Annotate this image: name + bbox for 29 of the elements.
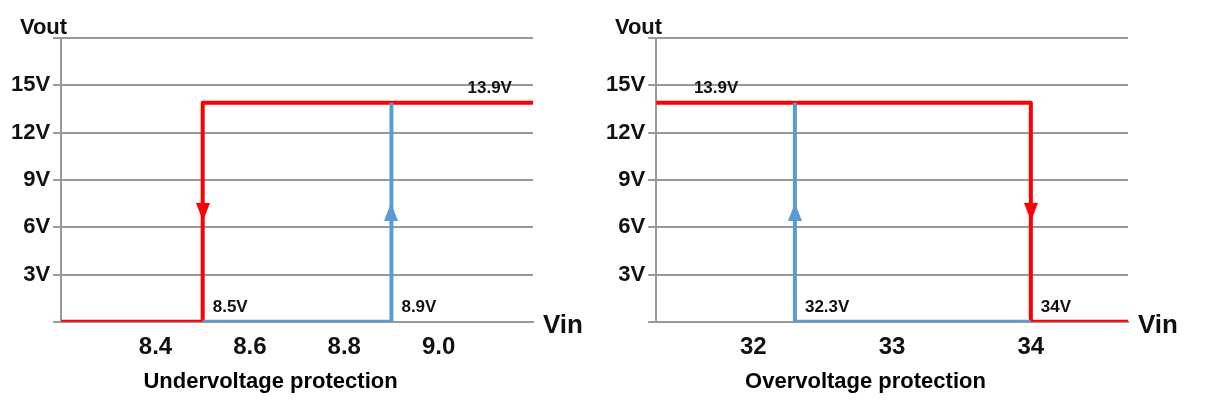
y-tick-label: 15V <box>10 71 51 97</box>
annotation: 8.5V <box>212 296 249 316</box>
x-tick-label: 9.0 <box>421 331 456 359</box>
x-tick-label: 32 <box>739 331 767 359</box>
text: Undervoltage protection <box>143 367 398 393</box>
annotation: 13.9V <box>693 77 739 97</box>
x-axis-title: Vin <box>1138 308 1178 339</box>
y-tick-label: 9V <box>618 165 646 191</box>
annotation: 13.9V <box>467 77 513 97</box>
x-tick-label: 34 <box>1017 331 1045 359</box>
y-tick-label: 12V <box>605 118 646 144</box>
x-tick-label: 33 <box>878 331 906 359</box>
annotation: 34V <box>1040 296 1072 316</box>
y-tick-label: 15V <box>605 71 646 97</box>
x-tick-label: 8.4 <box>138 331 173 359</box>
y-tick-label: 6V <box>23 213 51 239</box>
y-tick-label: 6V <box>618 213 646 239</box>
text: Overvoltage protection <box>745 367 986 393</box>
annotation: 8.9V <box>401 296 438 316</box>
y-tick-label: 3V <box>23 260 51 286</box>
annotation: 32.3V <box>804 296 851 316</box>
y-axis-title: Vout <box>614 14 663 40</box>
x-tick-label: 8.6 <box>233 331 267 359</box>
y-axis-title: Vout <box>19 14 68 40</box>
x-axis-title: Vin <box>543 308 583 339</box>
y-tick-label: 3V <box>618 260 646 286</box>
x-tick-label: 8.8 <box>327 331 361 359</box>
y-tick-label: 9V <box>23 165 51 191</box>
y-tick-label: 12V <box>10 118 51 144</box>
